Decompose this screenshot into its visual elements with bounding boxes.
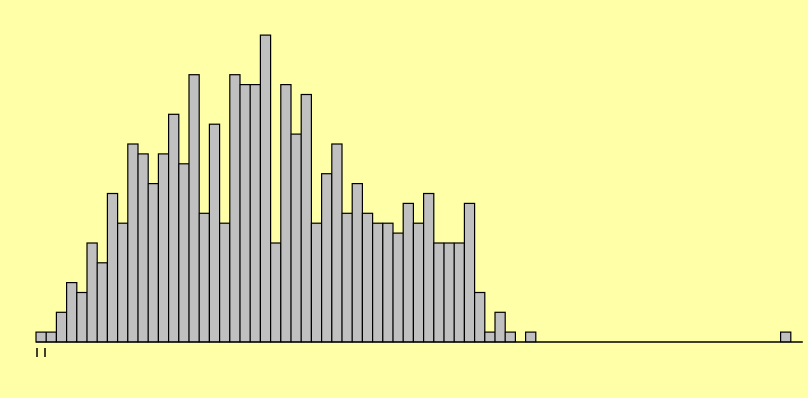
histogram-bar (188, 74, 200, 343)
histogram-bar (229, 74, 241, 343)
histogram-bar (106, 192, 119, 343)
histogram-bar (423, 192, 435, 343)
histogram-bar (137, 153, 149, 343)
histogram-bar (341, 212, 353, 343)
histogram-bar (65, 282, 78, 343)
histogram-bar (524, 331, 537, 343)
histogram-bar (310, 222, 323, 343)
histogram-bar (372, 222, 384, 343)
histogram-bar (412, 222, 425, 343)
histogram-bar (392, 232, 404, 343)
histogram-bar (147, 183, 159, 343)
histogram-bar (290, 133, 302, 343)
histogram-bar (494, 311, 506, 343)
histogram-bar (198, 212, 210, 343)
histogram-bar (361, 212, 374, 343)
histogram-bar (219, 222, 231, 343)
histogram-bar (484, 331, 496, 343)
histogram-bar (86, 242, 98, 343)
histogram-bar (280, 83, 292, 343)
histogram-bar (463, 202, 476, 343)
histogram-bar (382, 222, 394, 343)
histogram-bar (178, 163, 190, 343)
histogram-bar (157, 153, 170, 343)
histogram-bar (474, 291, 486, 343)
histogram-bar (55, 311, 68, 343)
histogram-bar (259, 34, 272, 343)
histogram-bar (402, 202, 415, 343)
histogram-bar (76, 291, 88, 343)
histogram-bar (433, 242, 445, 343)
histogram-bar (45, 331, 58, 343)
histogram-bar (116, 222, 129, 343)
histogram-bar (168, 113, 180, 343)
histogram-bar (443, 242, 455, 343)
histogram-bar (300, 93, 313, 343)
rug-marks-group (36, 348, 46, 357)
histogram-bar (331, 143, 343, 343)
histogram-bar (239, 83, 251, 343)
histogram-bar (779, 331, 792, 343)
histogram-bar (321, 173, 333, 343)
histogram-bar (96, 262, 108, 343)
histogram-bar (453, 242, 466, 343)
histogram-bar (249, 83, 261, 343)
histogram-bar (208, 123, 221, 343)
histogram-bar (127, 143, 139, 343)
histogram-bar (35, 331, 47, 343)
histogram-bar (270, 242, 282, 343)
histogram-bar (351, 183, 364, 343)
histogram-bar (504, 331, 517, 343)
